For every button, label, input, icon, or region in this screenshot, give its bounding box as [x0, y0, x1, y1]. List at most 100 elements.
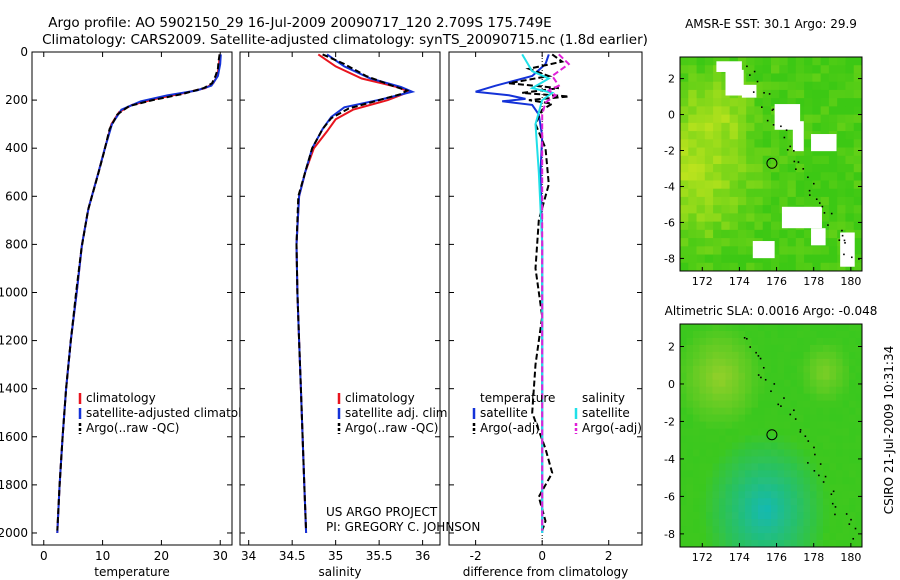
sla_map-cell	[829, 428, 837, 436]
sla_map-cell	[803, 400, 811, 409]
sla_map-cell	[725, 386, 733, 395]
sla_map-ytick-label: -4	[664, 453, 675, 466]
sst_map-cell	[771, 254, 780, 264]
sst_map-cell	[804, 254, 813, 264]
figure-title-line2: Climatology: CARS2009. Satellite-adjuste…	[42, 32, 648, 48]
sla_map-cell	[699, 428, 707, 436]
sst_map-cell	[696, 262, 706, 272]
figure-title-line1: Argo profile: AO 5902150_29 16-Jul-2009 …	[48, 15, 551, 31]
sla_map-cell	[810, 484, 817, 492]
sla_map-cell	[823, 484, 830, 492]
sla_map-cell	[803, 533, 811, 541]
sst_map-cell	[845, 147, 855, 157]
sla_map-cell	[797, 400, 804, 409]
sla_map-cell	[797, 505, 804, 513]
sst_map-cell	[845, 221, 855, 231]
sla_map-cell	[751, 435, 759, 443]
sst_map-cell	[787, 131, 797, 140]
sla_map-cell	[751, 379, 759, 388]
sst_map-cell	[853, 229, 863, 239]
sla_map-cell	[777, 449, 785, 457]
sst_map-cell	[680, 147, 689, 157]
sla_map-cell	[771, 505, 778, 513]
sst_map-cell	[704, 147, 714, 157]
sla_map-cell	[738, 393, 746, 402]
sla_map-cell	[790, 372, 798, 381]
sst_map-missing-patch	[741, 84, 757, 98]
sst_map-cell	[795, 155, 805, 165]
sla_map-cell	[725, 449, 733, 457]
sla_map-cell	[777, 484, 785, 492]
sst_map-ytick-label: -2	[664, 145, 675, 158]
sst_map-cell	[804, 122, 813, 132]
sla_map-track-dot	[757, 374, 760, 376]
sla_map-cell	[849, 526, 856, 534]
sla_map-cell	[706, 344, 713, 353]
sla_map-cell	[680, 337, 687, 346]
sla_map-cell	[771, 540, 778, 548]
sla_map-cell	[719, 512, 726, 520]
sst_map-cell	[787, 188, 797, 198]
sla_map-cell	[849, 505, 856, 513]
sla_map-cell	[751, 449, 759, 457]
sla_map-cell	[784, 505, 791, 513]
temperature-ytick-label: 200	[5, 93, 28, 107]
sla_map-cell	[706, 498, 713, 506]
sst_map-cell	[737, 196, 747, 206]
sla_map-cell	[823, 421, 830, 429]
sla_map-cell	[803, 491, 811, 499]
sst_map-cell	[746, 213, 755, 223]
sst_map-cell	[721, 131, 731, 140]
sla_map-cell	[699, 393, 707, 402]
sla_map-cell	[738, 358, 746, 367]
sla_map-cell	[790, 463, 798, 471]
temperature-xtick-label: 20	[154, 549, 169, 563]
sla_map-cell	[829, 470, 837, 478]
sst_map-cell	[754, 65, 764, 74]
sla_map-cell	[855, 435, 863, 443]
sla_map-cell	[699, 372, 707, 381]
sla_map-cell	[693, 351, 700, 360]
sla_map-cell	[693, 386, 700, 395]
sla_map-cells	[680, 324, 863, 548]
sla_map-cell	[849, 442, 856, 450]
sst_map-cell	[721, 147, 731, 157]
sst_map-cell	[754, 139, 764, 148]
sla_map-cell	[836, 324, 843, 332]
sst_map-cell	[853, 262, 863, 272]
sst_map-cell	[787, 238, 797, 247]
sla_map-cell	[842, 533, 850, 541]
sst_map-cell	[762, 139, 772, 148]
sst_map-cell	[729, 98, 739, 107]
sla_map-cell	[771, 463, 778, 471]
sla_map-cell	[777, 442, 785, 450]
sla_map-cell	[745, 344, 752, 353]
sla_map-cell	[706, 407, 713, 415]
sst_map-cell	[853, 81, 863, 91]
sla_map-cell	[706, 358, 713, 367]
sst_map-track-dot	[843, 253, 845, 256]
sst_map-cell	[771, 246, 780, 255]
sla_map-cell	[706, 477, 713, 485]
difference-series-line	[521, 53, 555, 533]
sst_map-cell	[721, 221, 731, 231]
sst_map-cell	[688, 73, 697, 83]
sst_map-cell	[853, 213, 863, 223]
sla_map-cell	[849, 344, 856, 353]
sla_map-cell	[751, 393, 759, 402]
sla_map-cell	[751, 337, 759, 346]
sst_map-cell	[853, 155, 863, 165]
sla_map-cell	[823, 379, 830, 388]
sst_map-cell	[680, 106, 689, 116]
sla_map-cell	[836, 386, 843, 395]
sla_map-cell	[712, 407, 720, 415]
sla_map-cell	[686, 324, 694, 332]
sla_map-cell	[823, 456, 830, 464]
sla_map-cell	[784, 470, 791, 478]
sla_map-cell	[823, 526, 830, 534]
sla_map-cell	[758, 421, 765, 429]
sst_map-cell	[704, 213, 714, 223]
sla_map-cell	[738, 379, 746, 388]
sst_map-cell	[737, 147, 747, 157]
sla_map-cell	[816, 470, 824, 478]
